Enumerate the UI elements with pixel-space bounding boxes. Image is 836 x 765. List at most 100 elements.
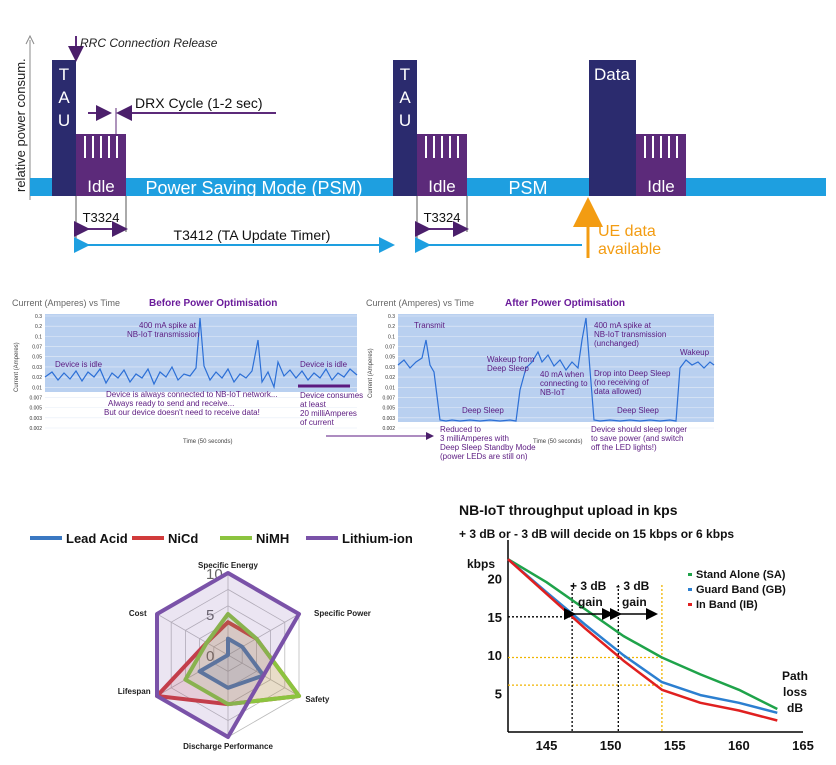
after-plot-fill (398, 314, 714, 422)
y-axis-arrow (25, 34, 35, 45)
radar-spoke (156, 613, 229, 656)
before-connected-3: But our device doesn't need to receive d… (104, 408, 260, 417)
after-transmit: Transmit (414, 321, 446, 330)
tp-gain1-2: gain (578, 595, 603, 609)
idle-label-2: Idle (428, 177, 455, 196)
radar-legend: Lead Acid NiCd NiMH Lithium-ion (30, 531, 413, 546)
radar-legend-label: NiMH (256, 531, 289, 546)
before-tick-label: 0.3 (35, 314, 42, 320)
before-title: Before Power Optimisation (149, 298, 277, 309)
tp-title: NB-IoT throughput upload in kps (459, 502, 678, 518)
tau2-u: U (399, 111, 411, 130)
tp-series (507, 558, 778, 722)
radar-series-polygon (183, 612, 301, 707)
after-sleep-longer-2: to save power (and switch (591, 434, 684, 443)
before-tick-label: 0.005 (29, 406, 42, 412)
radar-spoke (227, 613, 300, 656)
tp-y-tick: 15 (488, 610, 502, 625)
after-tick-label: 0.1 (388, 334, 395, 340)
tp-legend-label: Stand Alone (SA) (696, 569, 786, 581)
before-tick-label: 0.05 (32, 355, 42, 361)
after-tick-label: 0.02 (385, 375, 395, 381)
before-tick-label: 0.01 (32, 385, 42, 391)
before-ylabel: Current (Amperes) (14, 342, 20, 392)
before-tick-label: 0.1 (35, 334, 42, 340)
radar-axis-label: Cost (129, 609, 147, 618)
tp-series-line (507, 558, 778, 722)
after-title-left: Current (Amperes) vs Time (366, 298, 474, 308)
radar-axis-label: Safety (305, 695, 330, 704)
after-tick-label: 0.05 (385, 355, 395, 361)
before-xlabel: Time (50 seconds) (183, 439, 232, 445)
after-reduced-1: Reduced to (440, 425, 481, 434)
after-tick-label: 0.002 (382, 426, 395, 432)
psm-diagram: relative power consum. T A U Idle Power … (13, 34, 826, 258)
before-tick-label: 0.03 (32, 365, 42, 371)
tp-gain1-1: + 3 dB (570, 579, 607, 593)
before-idle-1: Device is idle (55, 360, 103, 369)
data-label: Data (594, 65, 630, 84)
after-spike-3: (unchanged) (594, 339, 639, 348)
radar-labels: Specific Energy Specific Power Safety Disch… (118, 561, 371, 751)
before-ticks: 0.3 0.2 0.1 0.07 0.05 0.03 0.02 0.01 0.007 0.005 0… (29, 314, 42, 432)
radar-legend-label: NiCd (168, 531, 198, 546)
before-spike-1: 400 mA spike at (139, 321, 197, 330)
after-drop-2: (no receiving of (594, 378, 649, 387)
after-reduced-4: (power LEDs are still on) (440, 452, 528, 461)
before-consume-2: at least (300, 400, 327, 409)
drx-label: DRX Cycle (1-2 sec) (135, 95, 263, 111)
after-reduced-2: 3 milliAmperes with (440, 434, 509, 443)
after-wakeup-deep-1: Wakeup from (487, 355, 535, 364)
before-connected-2: Always ready to send and receive... (108, 399, 234, 408)
tp-subtitle: + 3 dB or - 3 dB will decide on 15 kbps … (459, 527, 734, 541)
tp-legend-swatch (688, 588, 692, 591)
before-consume-1: Device consumes (300, 391, 363, 400)
drx-stripes-3 (644, 136, 678, 158)
tp-series-line (507, 558, 778, 715)
after-current-line (397, 317, 715, 422)
idle-label-1: Idle (87, 177, 114, 196)
before-tick-label: 0.007 (29, 395, 42, 401)
tp-x-tick: 150 (600, 738, 622, 753)
before-connected-1: Device is always connected to NB-IoT net… (106, 390, 277, 399)
after-40ma-3: NB-IoT (540, 388, 565, 397)
ue-data-label-2: available (598, 241, 661, 258)
rrc-label: RRC Connection Release (80, 36, 218, 50)
after-tick-label: 0.01 (385, 385, 395, 391)
after-deep-2: Deep Sleep (617, 406, 659, 415)
radar-series (155, 571, 301, 739)
tp-xlabel-1: Path (782, 669, 808, 683)
psm-ylabel: relative power consum. (13, 58, 28, 192)
tau1-a: A (58, 88, 70, 107)
psm-band-label: Power Saving Mode (PSM) (145, 178, 362, 198)
radar-axis-label: Lifespan (118, 687, 151, 696)
tau-block-2 (393, 60, 417, 196)
after-xlabel: Time (50 seconds) (533, 439, 582, 445)
after-deep-1: Deep Sleep (462, 406, 504, 415)
tau1-t: T (59, 65, 69, 84)
before-idle-2: Device is idle (300, 360, 348, 369)
radar-ring-label: 0 (206, 648, 214, 665)
radar-axis-label: Specific Energy (198, 561, 259, 570)
after-ylabel: Current (Amperes) (368, 348, 374, 398)
drx-stripes-2 (425, 136, 459, 158)
tau1-u: U (58, 111, 70, 130)
throughput-chart: NB-IoT throughput upload in kps + 3 dB o… (459, 502, 814, 753)
after-wakeup-deep-2: Deep Sleep (487, 364, 529, 373)
before-title-left: Current (Amperes) vs Time (12, 298, 120, 308)
tp-x-tick: 165 (792, 738, 814, 753)
radar-legend-label: Lithium-ion (342, 531, 413, 546)
before-tick-label: 0.003 (29, 416, 42, 422)
after-title: After Power Optimisation (505, 298, 625, 309)
tp-guides (508, 585, 663, 732)
tp-legend-swatch (688, 603, 692, 606)
after-spike-1: 400 mA spike at (594, 321, 652, 330)
t3412-label: T3412 (TA Update Timer) (174, 227, 331, 243)
tp-legend: Stand Alone (SA) Guard Band (GB) In Band (… (688, 569, 786, 611)
tp-axes: 5 10 15 20 145 150 155 160 165 (488, 540, 814, 753)
after-40ma-2: connecting to (540, 379, 588, 388)
after-tick-label: 0.005 (382, 406, 395, 412)
after-wakeup: Wakeup (680, 348, 710, 357)
